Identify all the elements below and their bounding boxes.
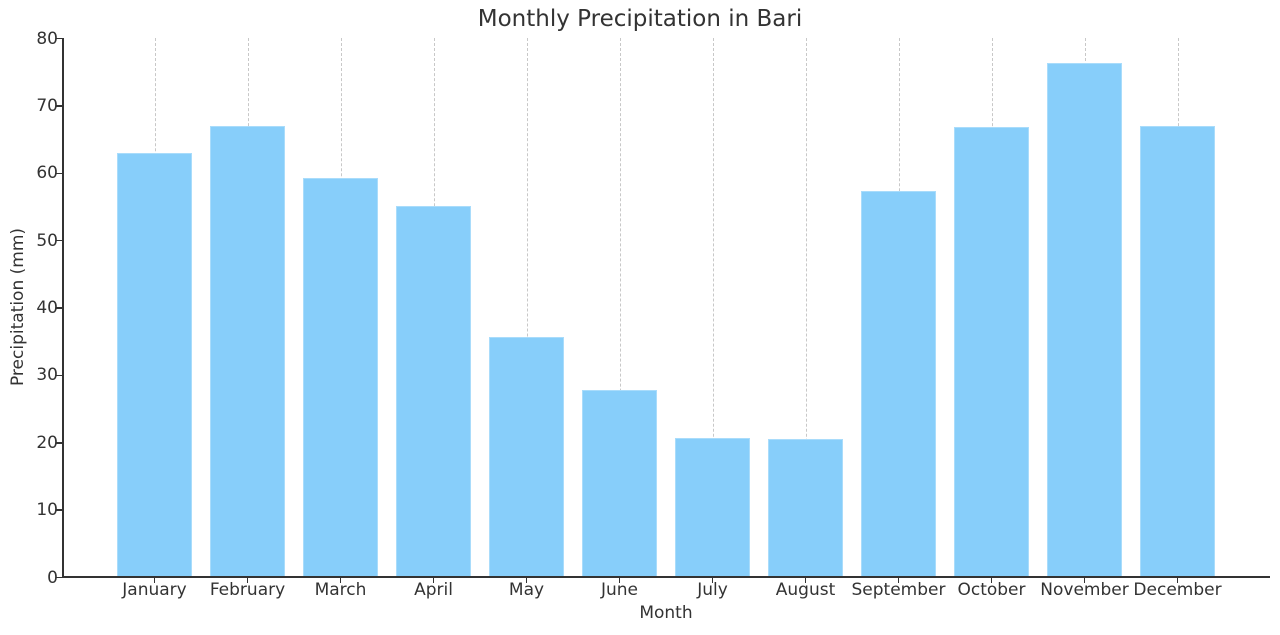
x-tick (618, 577, 621, 583)
x-tick-label: January (122, 580, 187, 600)
x-tick (990, 577, 993, 583)
y-tick (56, 239, 62, 242)
bar-october (954, 127, 1029, 578)
bar-december (1140, 126, 1215, 578)
x-tick (339, 577, 342, 583)
chart-title: Monthly Precipitation in Bari (477, 6, 803, 32)
y-tick (56, 105, 62, 107)
x-tick (153, 577, 156, 583)
bar-june (582, 390, 657, 578)
y-tick (56, 307, 62, 309)
x-tick (711, 577, 714, 583)
x-tick (804, 577, 807, 583)
x-tick-label: May (508, 580, 545, 600)
y-tick-label: 10 (36, 500, 58, 521)
y-tick-label: 30 (36, 365, 58, 386)
y-tick-label: 80 (36, 28, 58, 49)
x-tick-label: August (775, 580, 836, 600)
x-tick (1083, 577, 1086, 583)
y-tick-label: 0 (47, 567, 58, 588)
bar-september (861, 190, 936, 578)
y-tick (56, 442, 62, 444)
x-tick-label: March (314, 580, 367, 600)
x-tick-label: December (1133, 580, 1222, 600)
gridline (805, 38, 807, 577)
x-tick (1176, 577, 1179, 583)
y-axis-label: Precipitation (mm) (8, 227, 28, 387)
x-tick-label: November (1040, 580, 1129, 600)
x-axis-line (62, 576, 1270, 578)
y-axis-line (62, 38, 64, 578)
y-tick-label: 20 (36, 432, 58, 453)
y-tick-label: 50 (36, 230, 58, 251)
x-tick (897, 577, 900, 583)
y-tick-label: 40 (36, 298, 58, 318)
gridline (619, 38, 621, 577)
bar-may (489, 336, 564, 578)
bar-april (396, 205, 471, 578)
x-tick-label: July (697, 580, 728, 600)
bar-march (303, 177, 378, 578)
bar-january (117, 153, 192, 578)
x-tick-label: April (414, 580, 453, 600)
x-tick-label: September (851, 580, 946, 600)
gridline (712, 38, 714, 577)
bar-february (210, 126, 285, 578)
x-tick-label: June (600, 580, 639, 600)
bar-august (768, 439, 843, 578)
x-tick (246, 577, 249, 583)
x-tick-label: October (957, 580, 1026, 600)
y-tick (56, 37, 62, 40)
x-tick-label: February (209, 580, 286, 600)
y-tick-label: 70 (36, 95, 58, 116)
x-tick (525, 577, 528, 583)
bar-november (1047, 63, 1122, 578)
y-tick (56, 509, 62, 511)
bar-july (675, 438, 750, 578)
y-tick-label: 60 (36, 163, 58, 184)
y-tick (56, 172, 62, 174)
y-tick (56, 374, 62, 377)
x-axis-label: Month (639, 603, 693, 623)
gridline (526, 38, 528, 577)
y-tick (56, 576, 62, 579)
x-tick (432, 577, 435, 583)
